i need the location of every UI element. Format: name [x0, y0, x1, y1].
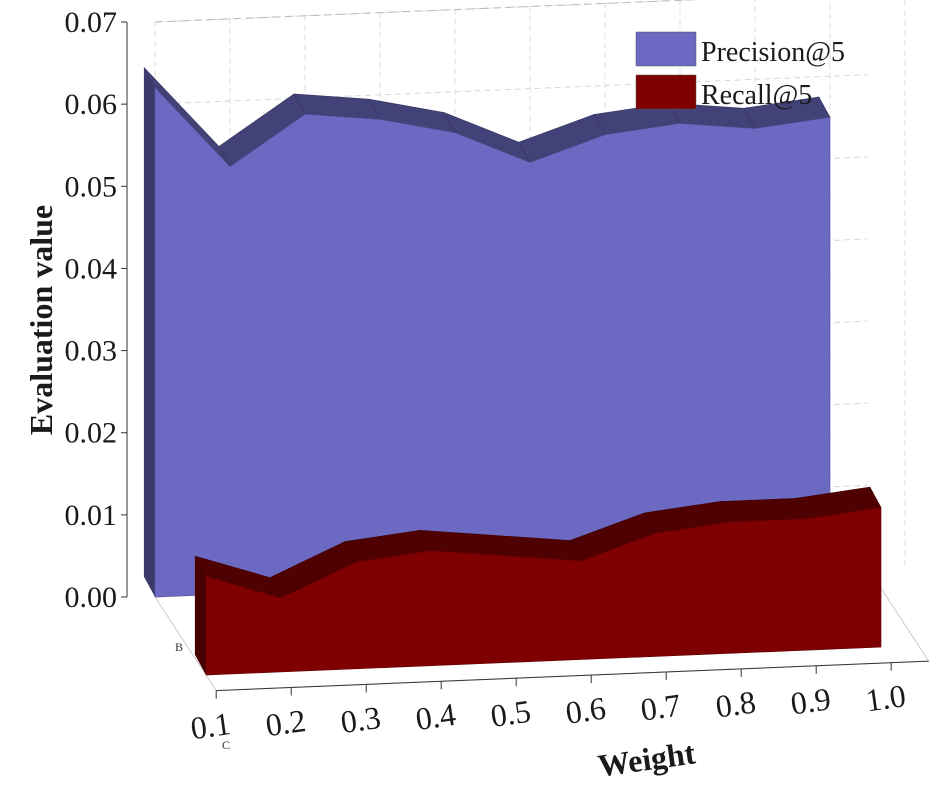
- legend-label-recall: Recall@5: [701, 80, 812, 111]
- y-tick-label: 0.01: [65, 499, 118, 532]
- y-tick-label: 0.00: [65, 581, 118, 614]
- wall-side-face: [143, 67, 155, 598]
- y-tick-label: 0.03: [65, 335, 118, 368]
- x-axis-line: [216, 660, 929, 692]
- legend-swatch-precision: [635, 31, 697, 67]
- legend-label-precision: Precision@5: [701, 37, 845, 68]
- y-tick-label: 0.07: [65, 6, 118, 39]
- legend-swatch-recall: [635, 74, 697, 110]
- box-top-edge: [154, 0, 700, 23]
- x-tick-label: 0.6: [563, 690, 608, 731]
- wall-front-face: [205, 507, 882, 676]
- x-tick-label: 0.5: [488, 693, 533, 734]
- y-tick-label: 0.02: [65, 417, 118, 450]
- x-tick-label: 0.9: [788, 680, 833, 721]
- depth-tick-label: C: [222, 738, 230, 752]
- y-tick-label: 0.04: [65, 252, 118, 285]
- y-axis-title: Evaluation value: [23, 205, 59, 435]
- x-tick-label: 0.8: [713, 683, 758, 724]
- series-wall-1: [194, 486, 882, 676]
- x-tick-label: 0.2: [263, 702, 308, 743]
- x-tick-label: 0.3: [338, 699, 383, 740]
- depth-tick-label: B: [175, 640, 183, 654]
- x-axis-title: Weight: [596, 734, 698, 783]
- x-tick-label: 0.1: [188, 705, 233, 746]
- x-tick-label: 1.0: [863, 677, 908, 718]
- series-walls: [143, 67, 882, 676]
- wall-side-face: [194, 556, 206, 675]
- axes: 0.00 0.01 0.02 0.03 0.04 0.05 0.06 0.07 0.1 0.2 0.…: [65, 6, 929, 752]
- y-tick-label: 0.06: [65, 88, 118, 121]
- legend: Precision@5 Recall@5: [635, 31, 845, 111]
- y-gridline: [154, 74, 868, 105]
- x-tick-label: 0.4: [413, 696, 458, 737]
- series-wall-0: [143, 67, 831, 598]
- y-gridline: [154, 0, 700, 23]
- x-tick-label: 0.7: [638, 686, 683, 727]
- wall-top-face: [719, 498, 807, 523]
- wall-front-face: [154, 86, 831, 598]
- y-tick-label: 0.05: [65, 170, 118, 203]
